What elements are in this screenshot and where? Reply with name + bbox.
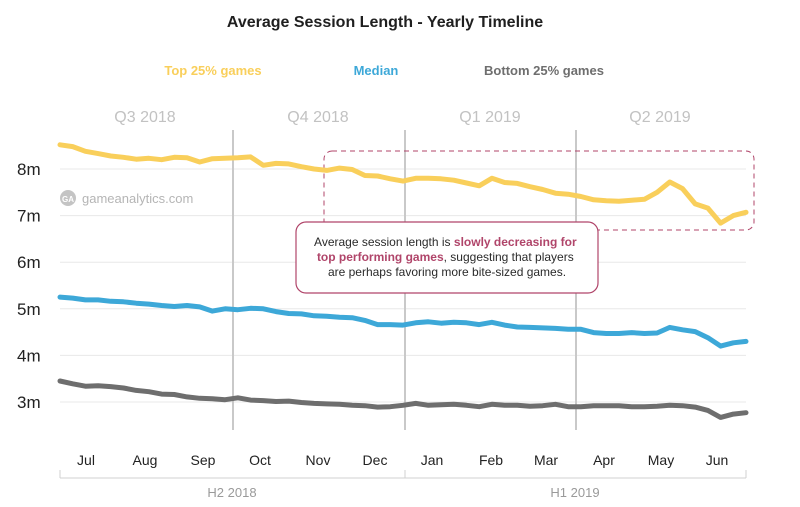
annotation-line2-post: , suggesting that players (444, 250, 574, 264)
x-tick-label: Jan (421, 452, 444, 468)
y-axis-ticks: 3m 4m 5m 6m 7m 8m (17, 160, 41, 412)
legend-top-25: Top 25% games (164, 63, 261, 78)
chart-title: Average Session Length - Yearly Timeline (227, 14, 543, 31)
annotation-callout: Average session length is slowly decreas… (295, 221, 599, 294)
half-label-h1-2019: H1 2019 (550, 485, 599, 500)
annotation-box (295, 221, 599, 294)
quarter-label-q4-2018: Q4 2018 (287, 109, 348, 126)
x-tick-label: Jul (77, 452, 95, 468)
half-year-brackets (59, 470, 747, 479)
x-tick-label: May (648, 452, 674, 468)
x-tick-label: Aug (133, 452, 158, 468)
watermark-text: gameanalytics.com (82, 191, 193, 206)
x-tick-label: Mar (534, 452, 558, 468)
y-tick-label: 8m (17, 160, 41, 179)
y-tick-label: 5m (17, 300, 41, 319)
annotation-line2-hl: top performing games (317, 250, 444, 264)
watermark: GA gameanalytics.com (60, 190, 193, 206)
annotation-line3: are perhaps favoring more bite-sized gam… (328, 265, 566, 279)
x-tick-label: Jun (706, 452, 729, 468)
y-tick-label: 3m (17, 393, 41, 412)
annotation-line1-hl: slowly decreasing for (454, 235, 577, 249)
x-tick-label: Nov (306, 452, 331, 468)
x-tick-label: Apr (593, 452, 615, 468)
series-lines (57, 142, 749, 420)
x-tick-label: Feb (479, 452, 503, 468)
series-line-median (57, 294, 749, 349)
half-label-h2-2018: H2 2018 (207, 485, 256, 500)
y-tick-label: 6m (17, 253, 41, 272)
svg-text:GA: GA (62, 195, 74, 204)
y-tick-label: 4m (17, 346, 41, 365)
legend-median: Median (354, 63, 399, 78)
x-axis-ticks: Jul Aug Sep Oct Nov Dec Jan Feb Mar Apr May Jun (77, 452, 728, 468)
quarter-label-q2-2019: Q2 2019 (629, 109, 690, 126)
quarter-label-q1-2019: Q1 2019 (459, 109, 520, 126)
legend-bottom-25: Bottom 25% games (484, 63, 604, 78)
quarter-label-q3-2018: Q3 2018 (114, 109, 175, 126)
series-line-bottom-25 (57, 378, 749, 420)
x-tick-label: Oct (249, 452, 271, 468)
gameanalytics-logo-icon: GA (60, 190, 76, 206)
x-tick-label: Dec (363, 452, 388, 468)
annotation-line1-pre: Average session length is (314, 235, 454, 249)
annotation-text: Average session length is slowly decreas… (314, 235, 580, 279)
y-tick-label: 7m (17, 207, 41, 226)
x-tick-label: Sep (191, 452, 216, 468)
series-line-top-25 (57, 142, 749, 226)
highlight-region (323, 150, 755, 231)
